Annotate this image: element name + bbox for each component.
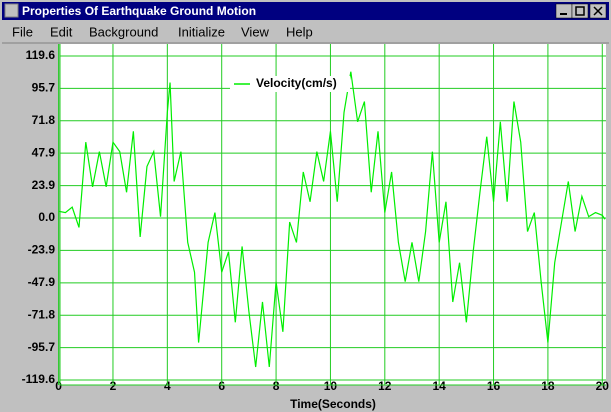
y-tick-label: -23.9 (28, 243, 56, 257)
plot: 119.6 95.7 71.8 47.9 23.9 0.0 -23.9 -47.9 -71.8 -… (22, 44, 610, 411)
x-tick-label: 2 (110, 379, 117, 393)
y-tick-label: 119.6 (26, 48, 56, 62)
x-tick-label: 18 (541, 379, 555, 393)
x-tick-label: 0 (55, 379, 62, 393)
x-tick-label: 14 (432, 379, 446, 393)
y-tick-label: -71.8 (28, 307, 56, 321)
legend-label: Velocity(cm/s) (256, 76, 337, 90)
app-icon (4, 3, 19, 18)
legend-box (230, 76, 350, 92)
y-tick-label: 47.9 (32, 145, 56, 159)
data-line (58, 71, 606, 368)
menu-item[interactable]: Edit (50, 24, 73, 39)
menu-item[interactable]: Help (286, 24, 313, 39)
y-tick-label: -119.6 (22, 372, 56, 386)
y-tick-label: -95.7 (28, 340, 56, 354)
y-tick-label: 23.9 (32, 178, 56, 192)
x-axis-label: Time(Seconds) (290, 397, 376, 411)
x-tick-label: 10 (324, 379, 338, 393)
maximize-glyph (575, 6, 585, 16)
x-tick-label: 8 (273, 379, 280, 393)
y-tick-label: -47.9 (28, 275, 56, 289)
menu-item[interactable]: Initialize (178, 24, 225, 39)
minimize-button[interactable] (555, 3, 573, 19)
x-tick-label: 6 (218, 379, 225, 393)
y-tick-label: 71.8 (32, 113, 56, 127)
close-glyph (593, 6, 603, 16)
plot-area (60, 44, 606, 385)
menu-bar: File Edit Background Initialize View Help (2, 24, 609, 44)
x-tick-label: 12 (378, 379, 392, 393)
maximize-button[interactable] (571, 3, 589, 19)
menu-item[interactable]: Background (89, 24, 158, 39)
menu-item[interactable]: View (241, 24, 270, 39)
menu-item[interactable]: File (12, 24, 33, 39)
title-bar (2, 2, 609, 20)
y-tick-label: 0.0 (38, 210, 55, 224)
x-tick-label: 16 (487, 379, 501, 393)
window-title: Properties Of Earthquake Ground Motion (22, 4, 256, 18)
title-buttons (555, 3, 607, 19)
y-tick-label: 95.7 (32, 81, 56, 95)
x-tick-label: 20 (596, 379, 610, 393)
x-tick-label: 4 (164, 379, 171, 393)
